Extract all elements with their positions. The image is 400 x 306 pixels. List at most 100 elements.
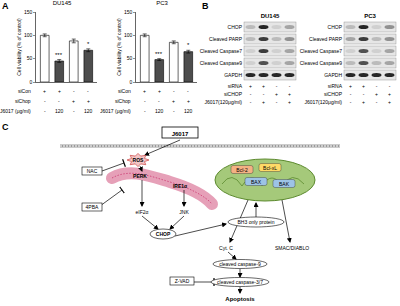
svg-text:*: * (87, 41, 90, 47)
svg-text:-: - (144, 108, 146, 114)
svg-text:-: - (289, 83, 291, 89)
svg-text:PC3: PC3 (156, 0, 168, 6)
svg-text:+: + (172, 98, 175, 104)
svg-text:-: - (173, 88, 175, 94)
svg-text:siChop: siChop (15, 98, 31, 104)
svg-text:J6017 (μg/ml): J6017 (μg/ml) (0, 108, 31, 114)
svg-text:CHOP: CHOP (156, 231, 171, 237)
svg-text:siCon: siCon (118, 88, 131, 94)
svg-text:+: + (362, 99, 365, 105)
svg-text:siCHOP: siCHOP (324, 91, 343, 97)
svg-text:GAPDH: GAPDH (324, 72, 342, 78)
svg-text:+: + (72, 98, 75, 104)
svg-text:+: + (275, 91, 278, 97)
svg-text:cleaved caspase-9: cleaved caspase-9 (219, 261, 261, 267)
svg-text:Z-VAD: Z-VAD (175, 278, 190, 284)
svg-text:***: *** (155, 51, 163, 57)
svg-text:J6017(120μg/ml): J6017(120μg/ml) (204, 99, 242, 105)
svg-text:+: + (362, 83, 365, 89)
svg-text:A: A (2, 1, 9, 11)
svg-text:-: - (73, 88, 75, 94)
svg-text:Cleaved Caspase9: Cleaved Caspase9 (200, 60, 242, 66)
svg-text:+: + (388, 99, 391, 105)
svg-text:-: - (276, 83, 278, 89)
svg-text:+: + (158, 88, 161, 94)
svg-text:siCHOP: siCHOP (224, 91, 243, 97)
svg-text:BAK: BAK (279, 181, 290, 187)
svg-text:J6017: J6017 (172, 131, 189, 137)
svg-text:-: - (58, 98, 60, 104)
svg-text:0: 0 (30, 79, 33, 85)
svg-text:-: - (363, 91, 365, 97)
svg-text:Cleaved Caspase7: Cleaved Caspase7 (200, 48, 242, 54)
svg-text:50: 50 (127, 55, 133, 61)
svg-text:0: 0 (130, 79, 133, 85)
svg-text:4PBA: 4PBA (86, 204, 99, 210)
svg-text:C: C (2, 122, 9, 132)
svg-text:DU145: DU145 (53, 0, 72, 6)
svg-text:100: 100 (124, 32, 133, 38)
svg-text:-: - (263, 91, 265, 97)
svg-text:-: - (250, 99, 252, 105)
svg-text:B: B (202, 1, 209, 11)
svg-text:+: + (143, 88, 146, 94)
svg-text:+: + (288, 91, 291, 97)
svg-text:-: - (87, 88, 89, 94)
svg-text:Cell viability (% of control): Cell viability (% of control) (116, 18, 122, 76)
svg-text:+: + (43, 88, 46, 94)
svg-text:120: 120 (184, 108, 193, 114)
svg-text:Cleaved PARP: Cleaved PARP (209, 36, 243, 42)
svg-text:Cleaved Caspase9: Cleaved Caspase9 (300, 60, 342, 66)
svg-text:siRNA: siRNA (228, 83, 243, 89)
svg-text:PC3: PC3 (364, 13, 376, 19)
svg-text:ROS: ROS (133, 157, 145, 163)
svg-text:IRE1α: IRE1α (173, 183, 188, 189)
svg-text:BAX: BAX (251, 179, 262, 185)
svg-text:-: - (187, 88, 189, 94)
svg-text:+: + (187, 98, 190, 104)
svg-text:JNK: JNK (179, 209, 189, 215)
svg-text:-: - (73, 108, 75, 114)
svg-text:120: 120 (55, 108, 64, 114)
svg-text:DU145: DU145 (261, 13, 280, 19)
svg-text:-: - (44, 98, 46, 104)
svg-text:150: 150 (24, 9, 33, 15)
svg-text:***: *** (55, 52, 63, 58)
svg-text:eIF2α: eIF2α (136, 209, 149, 215)
svg-text:GAPDH: GAPDH (224, 72, 242, 78)
svg-text:Cell viability (% of control): Cell viability (% of control) (16, 18, 22, 76)
svg-text:-: - (389, 83, 391, 89)
svg-text:J6017 (μg/ml): J6017 (μg/ml) (100, 108, 131, 114)
svg-text:+: + (262, 99, 265, 105)
svg-text:siChop: siChop (115, 98, 131, 104)
svg-text:+: + (388, 91, 391, 97)
svg-text:120: 120 (155, 108, 164, 114)
svg-text:+: + (58, 88, 61, 94)
svg-text:NAC: NAC (87, 168, 98, 174)
svg-text:*: * (187, 42, 190, 48)
svg-text:cleaved caspase-3/7: cleaved caspase-3/7 (217, 279, 263, 285)
svg-text:-: - (250, 91, 252, 97)
svg-text:siRNA: siRNA (328, 83, 343, 89)
svg-text:-: - (350, 99, 352, 105)
svg-text:150: 150 (124, 9, 133, 15)
svg-text:+: + (262, 83, 265, 89)
svg-text:CHOP: CHOP (228, 24, 243, 30)
svg-text:100: 100 (24, 32, 33, 38)
svg-text:-: - (173, 108, 175, 114)
svg-text:Apoptosis: Apoptosis (225, 296, 255, 302)
svg-text:+: + (288, 99, 291, 105)
svg-text:CHOP: CHOP (328, 24, 343, 30)
svg-text:Bcl-2: Bcl-2 (236, 167, 248, 173)
svg-text:-: - (44, 108, 46, 114)
svg-text:+: + (349, 83, 352, 89)
svg-text:-: - (144, 98, 146, 104)
svg-text:-: - (158, 98, 160, 104)
svg-text:siCon: siCon (18, 88, 31, 94)
svg-text:-: - (376, 83, 378, 89)
svg-text:Cleaved PARP: Cleaved PARP (309, 36, 343, 42)
svg-text:Cleaved Caspase7: Cleaved Caspase7 (300, 48, 342, 54)
svg-text:+: + (375, 91, 378, 97)
svg-text:+: + (249, 83, 252, 89)
svg-text:BH3 only protein: BH3 only protein (238, 219, 275, 225)
